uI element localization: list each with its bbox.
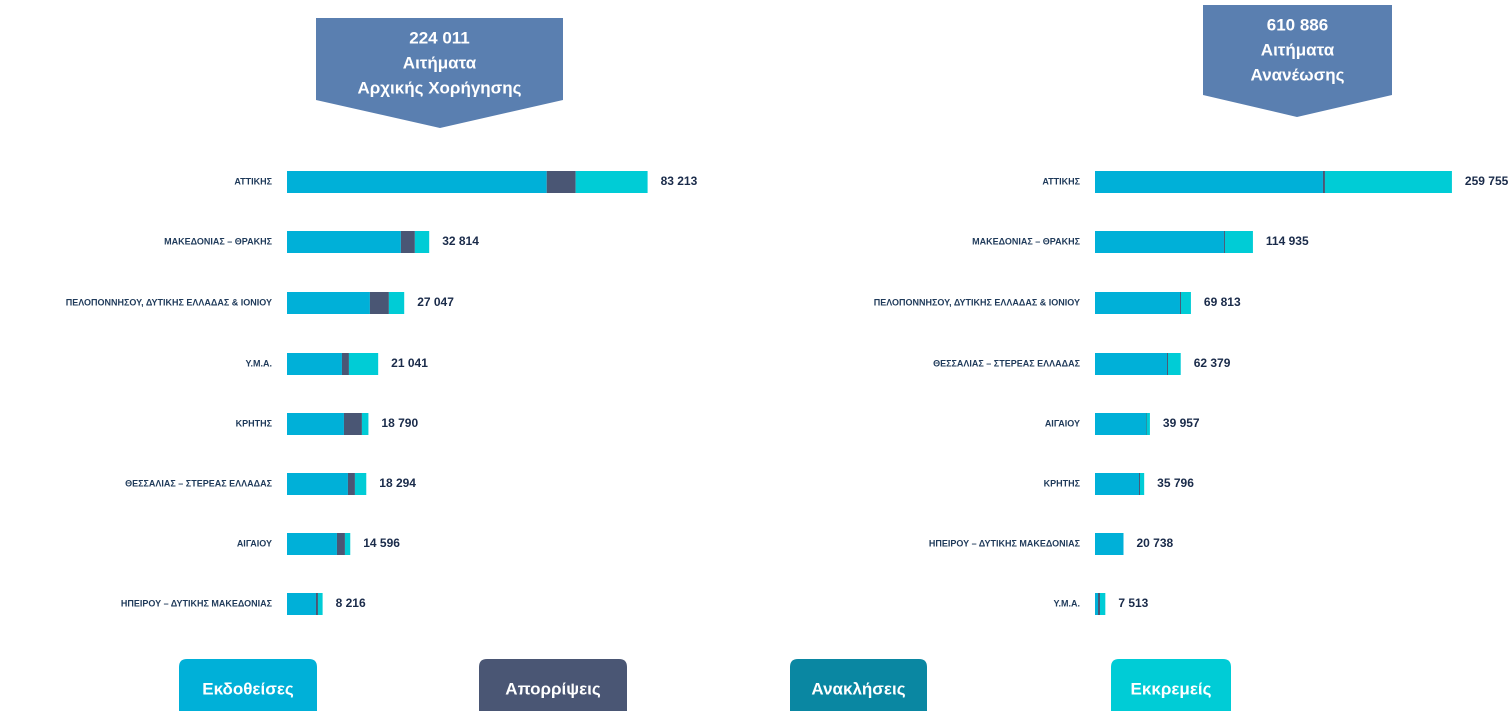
- total-label: 32 814: [442, 234, 479, 248]
- bar-segment: [1223, 231, 1225, 253]
- callout-text: Αιτήματα: [1261, 40, 1335, 59]
- bar-segment: [1322, 171, 1325, 193]
- category-label: ΚΡΗΤΗΣ: [1044, 478, 1081, 488]
- bar-segment: [1146, 413, 1150, 435]
- category-label: Υ.Μ.Α.: [245, 358, 272, 368]
- total-label: 8 216: [336, 596, 366, 610]
- category-label: ΗΠΕΙΡΟΥ – ΔΥΤΙΚΗΣ ΜΑΚΕΔΟΝΙΑΣ: [121, 598, 273, 608]
- bar-segment: [1095, 473, 1139, 495]
- category-label: ΑΤΤΙΚΗΣ: [234, 176, 272, 186]
- legend-label: Απορρίψεις: [505, 679, 601, 698]
- legend-swatch: [790, 659, 927, 711]
- bar-segment: [287, 473, 348, 495]
- bar-segment: [369, 292, 389, 314]
- bar-segment: [341, 353, 349, 375]
- total-label: 27 047: [417, 295, 454, 309]
- category-label: ΠΕΛΟΠΟΝΝΗΣΟΥ, ΔΥΤΙΚΗΣ ΕΛΛΑΔΑΣ & ΙΟΝΙΟΥ: [874, 297, 1080, 307]
- bar-segment: [287, 533, 337, 555]
- bar-segment: [348, 353, 379, 375]
- callout-text: Ανανέωσης: [1251, 65, 1345, 84]
- bar-segment: [1095, 413, 1146, 435]
- category-label: ΜΑΚΕΔΟΝΙΑΣ – ΘΡΑΚΗΣ: [972, 236, 1080, 246]
- bar-segment: [1095, 353, 1167, 375]
- callout: [316, 18, 563, 128]
- callout-text: Αιτήματα: [403, 53, 477, 72]
- total-label: 18 294: [379, 476, 416, 490]
- legend-label: Ανακλήσεις: [811, 679, 905, 698]
- category-label: ΘΕΣΣΑΛΙΑΣ – ΣΤΕΡΕΑΣ ΕΛΛΑΔΑΣ: [125, 478, 272, 488]
- bar-segment: [354, 473, 367, 495]
- bar-segment: [400, 231, 415, 253]
- total-label: 62 379: [1194, 356, 1231, 370]
- category-label: ΑΤΤΙΚΗΣ: [1042, 176, 1080, 186]
- category-label: ΠΕΛΟΠΟΝΝΗΣΟΥ, ΔΥΤΙΚΗΣ ΕΛΛΑΔΑΣ & ΙΟΝΙΟΥ: [66, 297, 272, 307]
- total-label: 21 041: [391, 356, 428, 370]
- category-label: ΘΕΣΣΑΛΙΑΣ – ΣΤΕΡΕΑΣ ΕΛΛΑΔΑΣ: [933, 358, 1080, 368]
- callout: [1203, 5, 1392, 117]
- callout-text: 224 011: [409, 28, 470, 47]
- bar-segment: [361, 413, 369, 435]
- total-label: 35 796: [1157, 476, 1194, 490]
- total-label: 83 213: [661, 174, 698, 188]
- bar-segment: [414, 231, 430, 253]
- bar-segment: [344, 533, 351, 555]
- bar-segment: [1095, 292, 1180, 314]
- bar-segment: [1138, 473, 1140, 495]
- bar-segment: [287, 231, 401, 253]
- bar-segment: [1097, 593, 1100, 615]
- total-label: 18 790: [381, 416, 418, 430]
- bar-segment: [1095, 593, 1098, 615]
- bar-segment: [1099, 593, 1106, 615]
- callout-text: Αρχικής Χορήγησης: [357, 78, 521, 97]
- bar-segment: [575, 171, 648, 193]
- bar-segment: [1224, 231, 1253, 253]
- bar-segment: [287, 593, 316, 615]
- total-label: 259 755: [1465, 174, 1509, 188]
- legend-button[interactable]: Εκκρεμείς: [1111, 659, 1231, 711]
- category-label: ΑΙΓΑΙΟΥ: [237, 538, 272, 548]
- bar-segment: [1324, 171, 1452, 193]
- bar-segment: [1166, 353, 1168, 375]
- bar-segment: [347, 473, 355, 495]
- bar-segment: [1179, 292, 1181, 314]
- bar-segment: [388, 292, 405, 314]
- legend-swatch: [479, 659, 627, 711]
- category-label: ΑΙΓΑΙΟΥ: [1045, 418, 1080, 428]
- legend-button[interactable]: Εκδοθείσες: [179, 659, 317, 711]
- bar-segment: [1095, 171, 1323, 193]
- legend-swatch: [179, 659, 317, 711]
- legend-label: Εκκρεμείς: [1131, 679, 1212, 698]
- total-label: 14 596: [363, 536, 400, 550]
- total-label: 20 738: [1136, 536, 1173, 550]
- bar-segment: [1095, 533, 1124, 555]
- bar-segment: [317, 593, 323, 615]
- bar-segment: [1180, 292, 1191, 314]
- bar-segment: [1095, 231, 1224, 253]
- bar-segment: [1139, 473, 1145, 495]
- bar-segment: [287, 171, 547, 193]
- bar-segment: [343, 413, 362, 435]
- legend-swatch: [1111, 659, 1231, 711]
- bar-segment: [336, 533, 345, 555]
- total-label: 114 935: [1266, 234, 1309, 248]
- total-label: 69 813: [1204, 295, 1241, 309]
- bar-segment: [315, 593, 318, 615]
- bar-segment: [287, 413, 344, 435]
- legend-label: Εκδοθείσες: [202, 679, 294, 698]
- bar-segment: [287, 353, 342, 375]
- category-label: ΗΠΕΙΡΟΥ – ΔΥΤΙΚΗΣ ΜΑΚΕΔΟΝΙΑΣ: [929, 538, 1081, 548]
- category-label: ΚΡΗΤΗΣ: [236, 418, 273, 428]
- legend-button[interactable]: Ανακλήσεις: [790, 659, 927, 711]
- category-label: ΜΑΚΕΔΟΝΙΑΣ – ΘΡΑΚΗΣ: [164, 236, 272, 246]
- bar-segment: [1167, 353, 1181, 375]
- bar-segment: [287, 292, 370, 314]
- bar-segment: [1145, 413, 1147, 435]
- bar-segment: [546, 171, 576, 193]
- total-label: 7 513: [1118, 596, 1148, 610]
- category-label: Υ.Μ.Α.: [1053, 598, 1080, 608]
- total-label: 39 957: [1163, 416, 1200, 430]
- legend-button[interactable]: Απορρίψεις: [479, 659, 627, 711]
- callout-text: 610 886: [1267, 15, 1328, 34]
